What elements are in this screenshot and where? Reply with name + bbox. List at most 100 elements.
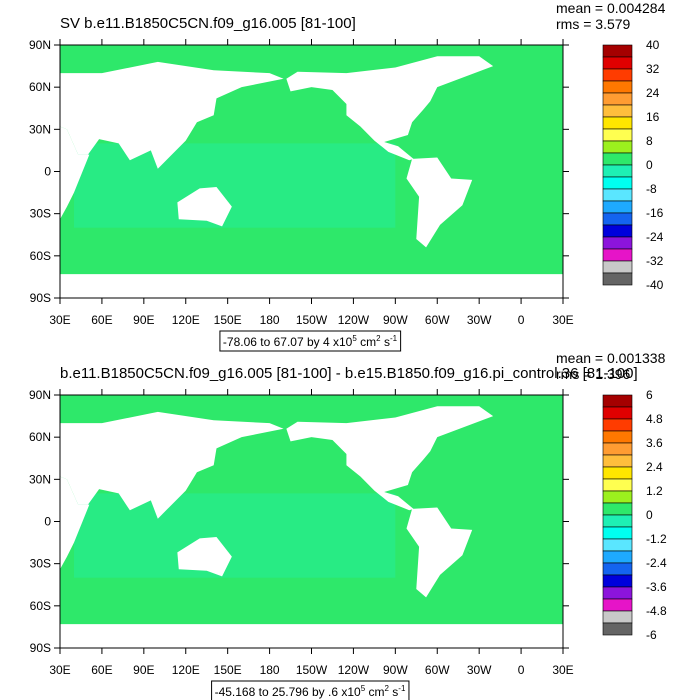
colorbar-label: -24 xyxy=(646,230,664,244)
mean-label: mean = 0.001338 xyxy=(556,350,666,366)
lat-label: 0 xyxy=(44,515,51,529)
lon-label: 30E xyxy=(552,663,573,677)
colorbar-box xyxy=(602,478,633,492)
land xyxy=(286,406,494,511)
colorbar-label: -1.2 xyxy=(646,532,667,546)
colorbar-box xyxy=(602,514,633,528)
lon-label: 180 xyxy=(260,663,280,677)
lon-label: 180 xyxy=(260,313,280,327)
lon-label: 60W xyxy=(425,663,450,677)
colorbar-box xyxy=(602,406,633,420)
colorbar-label: -4.8 xyxy=(646,604,667,618)
colorbar-label: -40 xyxy=(646,278,664,292)
colorbar-box xyxy=(602,140,633,154)
mean-label: mean = 0.004284 xyxy=(556,0,666,16)
land xyxy=(60,274,563,298)
colorbar-box xyxy=(602,272,633,286)
colorbar-box xyxy=(602,176,633,190)
land xyxy=(286,56,494,161)
caption-sup: -1 xyxy=(398,684,406,693)
ocean-field-patch xyxy=(73,143,396,228)
colorbar-box xyxy=(602,418,633,432)
colorbar-box xyxy=(602,622,633,636)
colorbar-box xyxy=(602,80,633,94)
lon-label: 150W xyxy=(296,663,328,677)
colorbar-box xyxy=(602,574,633,588)
lat-label: 30S xyxy=(30,557,51,571)
colorbar-label: -16 xyxy=(646,206,664,220)
colorbar-box xyxy=(602,200,633,214)
lat-label: 30N xyxy=(29,472,51,486)
colorbar-label: 24 xyxy=(646,86,660,100)
colorbar-box xyxy=(602,586,633,600)
lon-label: 120E xyxy=(172,313,200,327)
caption-text: s xyxy=(381,335,390,349)
lon-label: 150E xyxy=(214,663,242,677)
lon-label: 60E xyxy=(91,313,112,327)
lat-label: 90S xyxy=(30,641,51,655)
rms-label: rms = 1.396 xyxy=(556,366,631,382)
lat-label: 0 xyxy=(44,165,51,179)
colorbar-box xyxy=(602,224,633,238)
lon-label: 90W xyxy=(383,663,408,677)
colorbar-label: 4.8 xyxy=(646,412,663,426)
land xyxy=(177,186,232,227)
caption-sup: -1 xyxy=(390,334,398,343)
rms-label: rms = 3.579 xyxy=(556,16,631,32)
colorbar-box xyxy=(602,538,633,552)
land xyxy=(406,507,473,598)
map-panel: SV b.e11.B1850C5CN.f09_g16.005 [81-100] m… xyxy=(29,0,666,352)
lon-label: 60E xyxy=(91,663,112,677)
colorbar-label: 1.2 xyxy=(646,484,663,498)
lat-label: 60N xyxy=(29,430,51,444)
lat-label: 90S xyxy=(30,291,51,305)
colorbar-box xyxy=(602,442,633,456)
lat-label: 30N xyxy=(29,122,51,136)
lon-label: 90W xyxy=(383,313,408,327)
colorbar-box xyxy=(602,188,633,202)
map-panel: b.e11.B1850C5CN.f09_g16.005 [81-100] - b… xyxy=(29,350,667,700)
lat-label: 60S xyxy=(30,599,51,613)
colorbar-box xyxy=(602,116,633,130)
ocean-field-patch xyxy=(73,493,396,578)
lon-label: 120W xyxy=(338,313,370,327)
colorbar-box xyxy=(602,502,633,516)
colorbar-box xyxy=(602,430,633,444)
colorbar-label: 40 xyxy=(646,38,660,52)
land xyxy=(60,476,90,570)
lon-label: 0 xyxy=(518,663,525,677)
colorbar-label: 0 xyxy=(646,158,653,172)
colorbar-label: -3.6 xyxy=(646,580,667,594)
land xyxy=(60,61,284,169)
colorbar-label: 2.4 xyxy=(646,460,663,474)
colorbar-label: 3.6 xyxy=(646,436,663,450)
colorbar-box xyxy=(602,394,633,408)
caption-sup: 5 xyxy=(352,334,357,343)
colorbar-box xyxy=(602,104,633,118)
caption-text: -78.06 to 67.07 by 4 x10 xyxy=(223,335,353,349)
colorbar-box xyxy=(602,92,633,106)
lon-label: 120W xyxy=(338,663,370,677)
lon-label: 30W xyxy=(467,313,492,327)
lon-label: 90E xyxy=(133,313,154,327)
colorbar-box xyxy=(602,260,633,274)
lon-label: 30E xyxy=(552,313,573,327)
colorbar-box xyxy=(602,562,633,576)
lon-label: 150W xyxy=(296,313,328,327)
colorbar-box xyxy=(602,56,633,70)
lon-label: 0 xyxy=(518,313,525,327)
colorbar-box xyxy=(602,164,633,178)
lon-label: 30E xyxy=(49,663,70,677)
colorbar-box xyxy=(602,44,633,58)
lat-label: 90N xyxy=(29,38,51,52)
caption-box xyxy=(211,680,410,700)
colorbar-box xyxy=(602,598,633,612)
caption-sup: 2 xyxy=(384,684,389,693)
colorbar-label: 16 xyxy=(646,110,660,124)
colorbar-box xyxy=(602,152,633,166)
colorbar-label: -8 xyxy=(646,182,657,196)
colorbar-box xyxy=(602,236,633,250)
panel-title: SV b.e11.B1850C5CN.f09_g16.005 [81-100] xyxy=(60,15,356,32)
colorbar-box xyxy=(602,610,633,624)
